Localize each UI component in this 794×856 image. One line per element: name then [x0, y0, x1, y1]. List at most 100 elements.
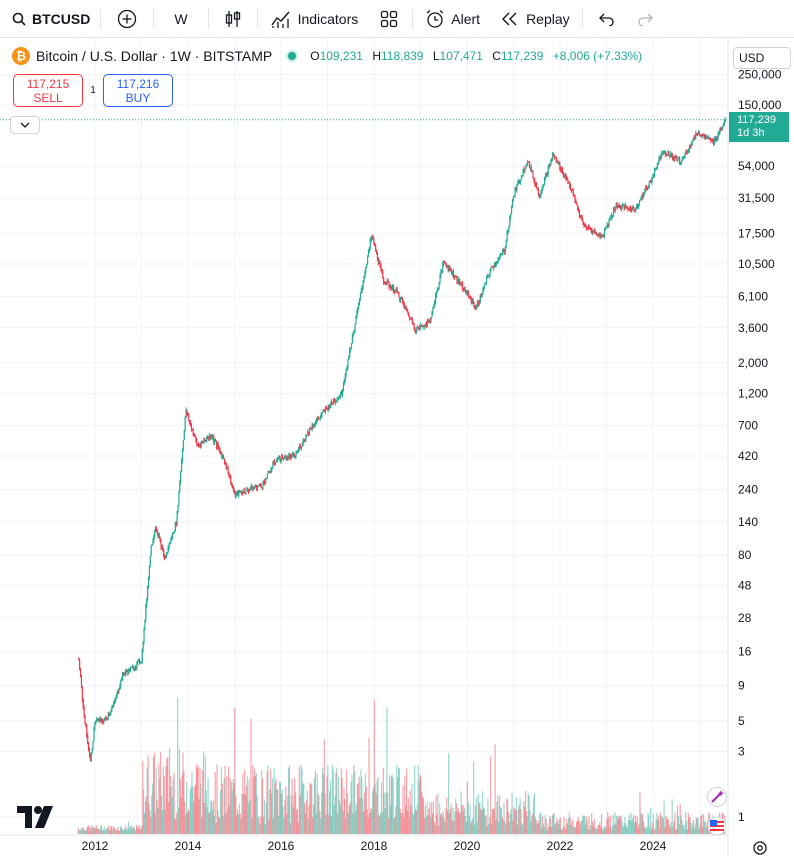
volume-bar — [467, 801, 469, 834]
volume-bar — [230, 781, 232, 834]
sell-button[interactable]: 117,215 SELL — [13, 74, 83, 107]
chart-type-button[interactable] — [211, 0, 255, 38]
volume-bar — [695, 817, 697, 834]
volume-bar — [259, 823, 261, 834]
volume-bar — [204, 755, 206, 834]
candle-body — [173, 532, 175, 534]
replay-button[interactable]: Replay — [490, 0, 580, 38]
candle-body — [588, 227, 590, 230]
volume-bar — [228, 767, 230, 834]
volume-bar — [681, 819, 683, 834]
collapse-legend-button[interactable] — [10, 116, 40, 134]
volume-bar — [410, 805, 412, 834]
volume-bar — [179, 779, 181, 834]
undo-button[interactable] — [585, 0, 629, 38]
alert-button[interactable]: Alert — [415, 0, 490, 38]
market-status-icon[interactable] — [286, 50, 299, 62]
volume-bar — [549, 815, 551, 834]
candle-body — [164, 556, 166, 558]
volume-bar — [599, 822, 601, 834]
candle-body — [224, 461, 226, 464]
indicators-button[interactable]: Indicators — [260, 0, 369, 38]
candle-body — [379, 262, 381, 265]
candle-body — [377, 252, 379, 259]
toolbar-divider — [256, 8, 258, 29]
volume-bar — [295, 791, 297, 834]
redo-button[interactable] — [629, 0, 661, 38]
candle-body — [208, 435, 210, 439]
volume-bar — [697, 817, 699, 834]
price-chart[interactable]: 250,000150,00054,00031,50017,50010,5006,… — [0, 38, 794, 856]
buy-button[interactable]: 117,216 BUY — [103, 74, 173, 107]
candle-body — [533, 178, 535, 180]
candle-body — [196, 440, 198, 445]
volume-bar — [226, 776, 228, 834]
settings-gear-icon[interactable] — [752, 840, 768, 856]
volume-bar — [356, 784, 358, 834]
symbol-title[interactable]: Bitcoin / U.S. Dollar · 1W · BITSTAMP — [36, 48, 273, 64]
volume-bar — [368, 737, 370, 834]
candle-body — [689, 144, 691, 146]
candle-body — [245, 488, 247, 494]
volume-bar — [412, 812, 414, 834]
candle-body — [275, 461, 277, 463]
candle-body — [222, 456, 224, 458]
top-toolbar: BTCUSD W Indicators Alert Replay — [0, 0, 794, 38]
volume-bar — [293, 794, 295, 834]
tradingview-logo-icon[interactable] — [16, 803, 56, 836]
candle-body — [706, 137, 708, 139]
volume-bar — [607, 812, 609, 834]
currency-selector[interactable]: USD — [733, 47, 791, 69]
candle-body — [327, 405, 329, 410]
volume-bar — [600, 826, 602, 834]
volume-bar — [112, 826, 114, 834]
candle-body — [586, 227, 588, 230]
volume-bar — [169, 776, 172, 834]
volume-bar — [552, 813, 554, 834]
candle-body — [547, 166, 549, 175]
symbol-search-button[interactable]: BTCUSD — [0, 0, 98, 38]
volume-bar — [395, 806, 397, 834]
candle-body — [622, 204, 624, 206]
candle-body — [444, 261, 446, 263]
volume-bar — [317, 793, 319, 834]
volume-bar — [296, 808, 299, 834]
volume-bar — [447, 810, 449, 834]
volume-bar — [80, 828, 82, 834]
volume-bar — [373, 700, 375, 834]
volume-bar — [308, 805, 310, 834]
volume-bar — [186, 812, 189, 834]
chart-area[interactable]: 250,000 150,000 54,000 31,500 17,500 10,500 6,… — [0, 38, 794, 856]
candle-body — [94, 724, 96, 729]
volume-bar — [262, 778, 264, 834]
candle-body — [491, 266, 493, 268]
volume-bar — [692, 822, 694, 834]
candle-body — [388, 282, 390, 287]
x-tick-label: 2018 — [361, 839, 388, 853]
candle-body — [707, 137, 709, 139]
volume-bar — [219, 790, 222, 834]
compare-button[interactable] — [103, 0, 151, 38]
candle-body — [152, 540, 154, 545]
candle-body — [569, 182, 571, 186]
templates-button[interactable] — [368, 0, 410, 38]
candle-body — [611, 215, 613, 218]
magic-wand-icon[interactable] — [706, 786, 728, 813]
candle-body — [502, 251, 504, 255]
volume-bar — [648, 815, 650, 834]
candle-body — [463, 287, 465, 290]
interval-button[interactable]: W — [174, 10, 188, 27]
candle-body — [549, 164, 551, 166]
volume-bar — [101, 826, 103, 834]
candle-body — [285, 456, 287, 461]
us-flag-icon[interactable] — [706, 815, 728, 842]
volume-bar — [558, 819, 561, 834]
candle-body — [212, 436, 214, 438]
volume-bar — [284, 799, 286, 834]
candle-body — [688, 149, 690, 152]
volume-bar — [526, 816, 528, 834]
volume-bar — [431, 813, 434, 834]
candle-body — [251, 486, 253, 490]
candle-body — [640, 197, 642, 199]
candle-body — [620, 205, 622, 210]
